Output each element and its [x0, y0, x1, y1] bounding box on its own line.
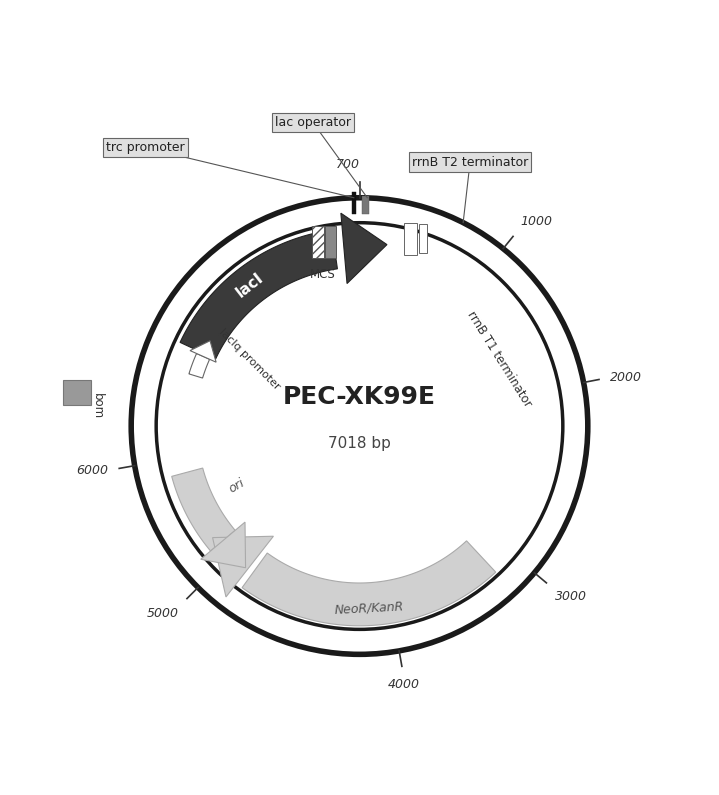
Text: lac operator: lac operator — [275, 116, 351, 130]
Text: NeoR/KanR: NeoR/KanR — [334, 599, 404, 616]
Text: trc promoter: trc promoter — [106, 142, 185, 154]
Text: 4000: 4000 — [388, 677, 420, 691]
Text: rrnB T1 terminator: rrnB T1 terminator — [464, 308, 534, 409]
Text: 2000: 2000 — [610, 370, 642, 384]
Text: 6000: 6000 — [76, 464, 108, 477]
Text: lacI: lacI — [233, 270, 266, 301]
Polygon shape — [341, 213, 387, 284]
Text: 3000: 3000 — [555, 590, 587, 603]
Text: lacIq promoter: lacIq promoter — [217, 327, 282, 392]
Text: PEC-XK99E: PEC-XK99E — [283, 386, 436, 409]
Polygon shape — [180, 230, 337, 359]
Text: 7018 bp: 7018 bp — [328, 436, 391, 452]
Polygon shape — [189, 354, 210, 378]
Text: ori: ori — [226, 476, 247, 495]
Bar — [418, 224, 427, 253]
Bar — [352, 192, 356, 214]
Polygon shape — [190, 341, 216, 363]
Polygon shape — [242, 541, 495, 626]
Text: 700: 700 — [336, 157, 360, 171]
Bar — [63, 380, 91, 405]
Polygon shape — [213, 537, 273, 597]
Text: bom: bom — [91, 393, 104, 419]
Text: 5000: 5000 — [147, 607, 179, 619]
Text: rrnB T2 terminator: rrnB T2 terminator — [412, 156, 528, 169]
Text: MCS: MCS — [309, 268, 335, 281]
Bar — [325, 227, 336, 258]
Bar — [362, 196, 369, 214]
Bar — [404, 223, 416, 255]
Text: 1000: 1000 — [521, 215, 552, 227]
Polygon shape — [172, 468, 235, 551]
Bar — [312, 227, 324, 258]
Polygon shape — [201, 522, 246, 568]
